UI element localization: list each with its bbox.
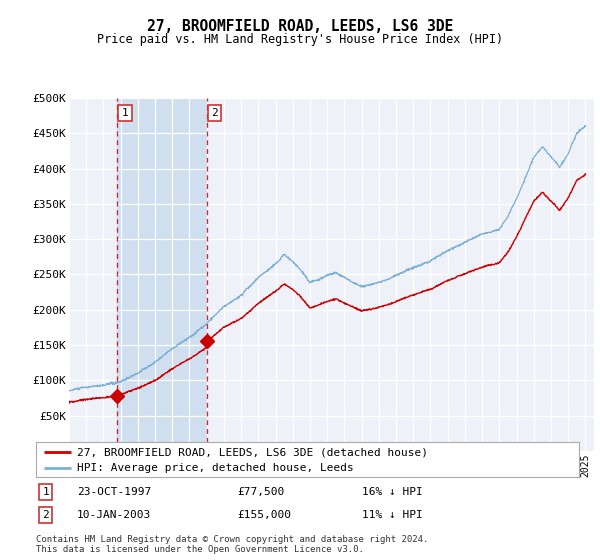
Text: 11% ↓ HPI: 11% ↓ HPI [362,510,422,520]
Text: HPI: Average price, detached house, Leeds: HPI: Average price, detached house, Leed… [77,464,353,473]
Bar [118,98,207,451]
Text: £155,000: £155,000 [237,510,291,520]
Text: 27, BROOMFIELD ROAD, LEEDS, LS6 3DE: 27, BROOMFIELD ROAD, LEEDS, LS6 3DE [147,20,453,34]
Text: Price paid vs. HM Land Registry's House Price Index (HPI): Price paid vs. HM Land Registry's House … [97,32,503,46]
Text: Contains HM Land Registry data © Crown copyright and database right 2024.
This d: Contains HM Land Registry data © Crown c… [36,535,428,554]
Text: 27, BROOMFIELD ROAD, LEEDS, LS6 3DE (detached house): 27, BROOMFIELD ROAD, LEEDS, LS6 3DE (det… [77,447,428,457]
Text: 23-OCT-1997: 23-OCT-1997 [77,487,151,497]
Text: £77,500: £77,500 [237,487,284,497]
Text: 2: 2 [43,510,49,520]
Text: 16% ↓ HPI: 16% ↓ HPI [362,487,422,497]
Text: 1: 1 [43,487,49,497]
Text: 1: 1 [122,108,128,118]
Text: 10-JAN-2003: 10-JAN-2003 [77,510,151,520]
Text: 2: 2 [211,108,218,118]
